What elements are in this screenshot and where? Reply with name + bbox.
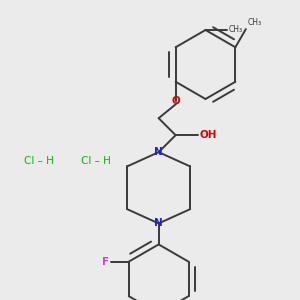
Text: Cl – H: Cl – H	[81, 155, 111, 166]
Text: N: N	[154, 147, 163, 157]
Text: CH₃: CH₃	[229, 26, 243, 34]
Text: O: O	[171, 96, 180, 106]
Text: CH₃: CH₃	[248, 18, 262, 27]
Text: OH: OH	[200, 130, 217, 140]
Text: F: F	[102, 257, 109, 267]
Text: Cl – H: Cl – H	[24, 155, 54, 166]
Text: N: N	[154, 218, 163, 228]
